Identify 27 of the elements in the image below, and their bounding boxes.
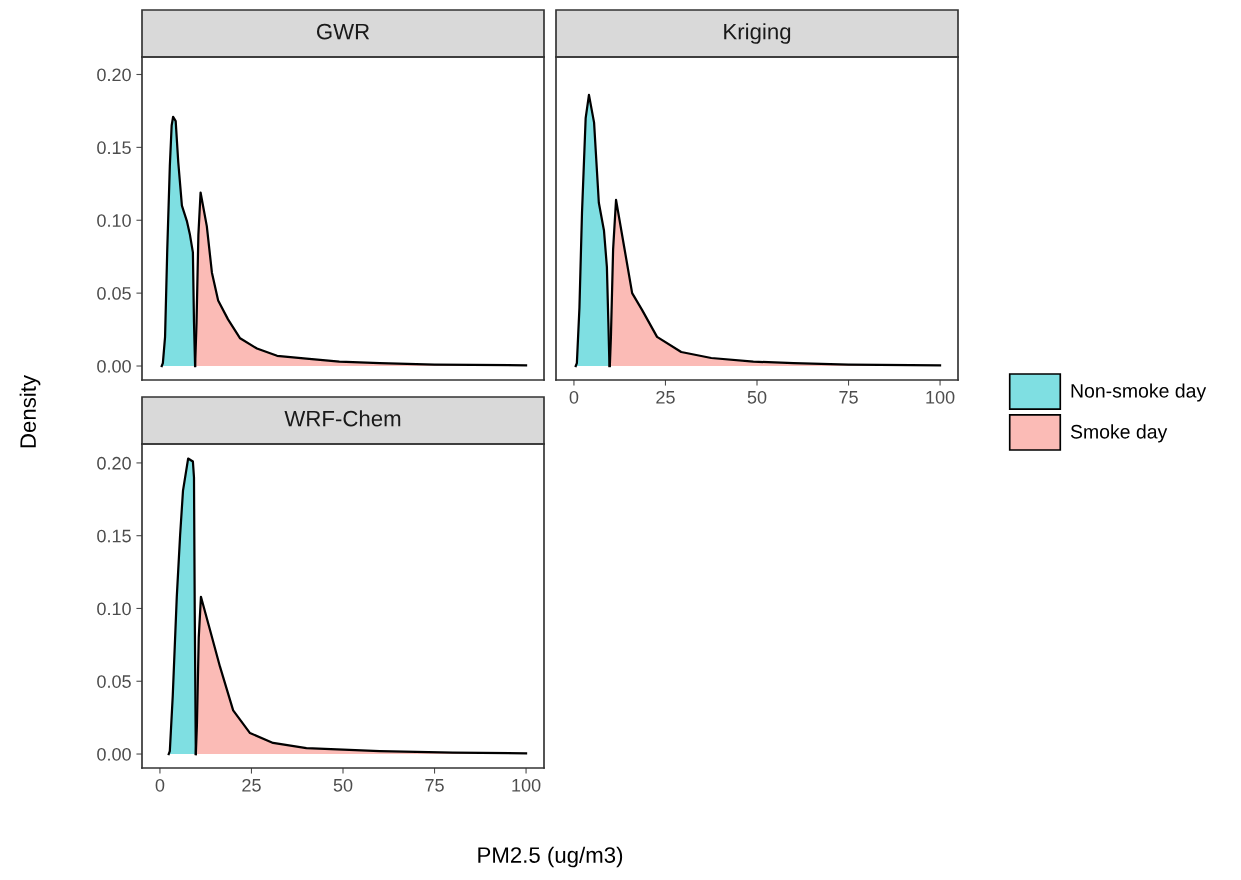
x-tick-label: 0 bbox=[155, 778, 165, 792]
legend-label: Non-smoke day bbox=[1071, 383, 1207, 402]
x-tick-label: 25 bbox=[656, 390, 675, 404]
y-tick-label: 0.20 bbox=[97, 456, 131, 470]
y-tick-label: 0.10 bbox=[97, 602, 131, 616]
x-tick-label: 25 bbox=[242, 778, 261, 792]
y-tick-label: 0.00 bbox=[97, 359, 131, 373]
y-tick-label: 0.15 bbox=[97, 529, 131, 543]
y-tick-label: 0.00 bbox=[97, 747, 131, 761]
legend-label: Smoke day bbox=[1070, 424, 1168, 443]
chart-title: Kriging bbox=[724, 23, 791, 44]
y-axis-title: Density bbox=[19, 374, 41, 448]
chart-title: GWR bbox=[316, 23, 370, 40]
x-tick-label: 0 bbox=[569, 390, 579, 404]
y-tick-label: 0.15 bbox=[97, 141, 131, 155]
y-tick-label: 0.05 bbox=[97, 287, 131, 300]
x-axis-title: PM2.5 (ug/m3) bbox=[478, 846, 623, 868]
y-tick-label: 0.10 bbox=[97, 214, 131, 227]
x-tick-label: 50 bbox=[747, 390, 767, 404]
x-tick-label: 75 bbox=[839, 391, 858, 404]
y-tick-label: 0.05 bbox=[97, 675, 131, 688]
x-tick-label: 75 bbox=[425, 779, 444, 792]
x-tick-label: 100 bbox=[926, 390, 955, 404]
x-tick-label: 50 bbox=[333, 778, 353, 792]
x-tick-label: 100 bbox=[512, 778, 541, 792]
y-tick-label: 0.20 bbox=[97, 68, 131, 82]
chart-title: WRF-Chem bbox=[284, 410, 401, 427]
